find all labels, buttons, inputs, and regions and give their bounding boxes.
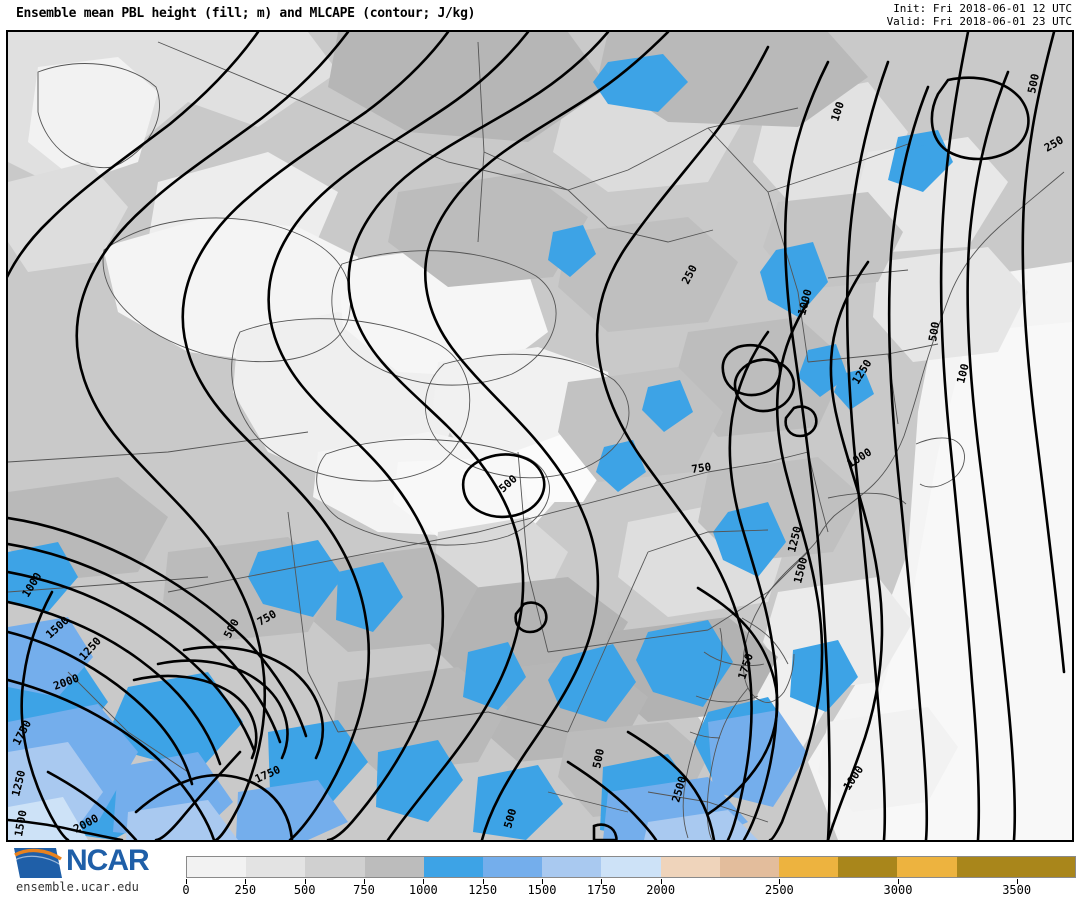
colorbar-segment (305, 857, 365, 877)
contour-lines (8, 32, 1066, 840)
colorbar-tick (1016, 879, 1018, 884)
svg-text:100: 100 (954, 362, 971, 384)
colorbar-tick (364, 879, 365, 884)
colorbar-segment (246, 857, 306, 877)
colorbar-segment (1015, 857, 1076, 877)
geography-outlines (8, 41, 1065, 840)
colorbar-tick (542, 879, 543, 884)
ncar-logo-text: NCAR (66, 844, 150, 877)
page-title: Ensemble mean PBL height (fill; m) and M… (16, 6, 476, 21)
colorbar-tick (186, 879, 187, 884)
colorbar-segment (660, 857, 720, 877)
colorbar-segment (897, 857, 957, 877)
svg-text:500: 500 (590, 747, 607, 769)
colorbar-segment (779, 857, 839, 877)
svg-text:750: 750 (691, 460, 712, 476)
colorbar-segment (838, 857, 898, 877)
ncar-logo-url[interactable]: ensemble.ucar.edu (16, 880, 139, 894)
ncar-logo[interactable]: NCAR ensemble.ucar.edu (6, 844, 181, 896)
colorbar-tick (601, 879, 603, 884)
colorbar-segment (187, 857, 247, 877)
svg-text:100: 100 (828, 100, 847, 123)
colorbar-tick-label: 1500 (527, 883, 557, 897)
colorbar-tick (245, 879, 247, 884)
colorbar-tick (423, 879, 425, 884)
colorbar-tick-label: 3500 (1002, 883, 1032, 897)
colorbar-tick (898, 879, 899, 884)
colorbar-tick (779, 879, 781, 884)
colorbar-segment (423, 857, 484, 877)
colorbar-gradient (186, 856, 1076, 878)
colorbar-tick-label: 250 (234, 883, 257, 897)
colorbar-segment (364, 857, 424, 877)
svg-text:500: 500 (1025, 72, 1042, 94)
colorbar: 0 250 500 750 1000 1250 1500 1750 2000 2500 3000 35… (182, 856, 1076, 898)
svg-text:1500: 1500 (791, 556, 810, 585)
weather-map-plot[interactable]: 500 100 250 250 1000 500 1250 100 750 10… (8, 32, 1072, 840)
ncar-logo-mark (14, 848, 62, 878)
colorbar-segment (601, 857, 661, 877)
colorbar-segment (542, 857, 602, 877)
colorbar-segment (719, 857, 780, 877)
colorbar-ticks: 0 250 500 750 1000 1250 1500 1750 2000 2500 3000 35… (182, 879, 1076, 897)
colorbar-tick-label: 1250 (468, 883, 498, 897)
colorbar-tick-label: 0 (182, 883, 190, 897)
colorbar-tick (304, 879, 306, 884)
map-panel[interactable]: 500 100 250 250 1000 500 1250 100 750 10… (6, 30, 1074, 842)
colorbar-tick-label: 500 (293, 883, 316, 897)
header-bar: Ensemble mean PBL height (fill; m) and M… (0, 0, 1080, 30)
valid-time-label: Valid: Fri 2018-06-01 23 UTC (886, 15, 1072, 28)
forecast-timestamps: Init: Fri 2018-06-01 12 UTC Valid: Fri 2… (887, 2, 1072, 28)
colorbar-segment (956, 857, 1016, 877)
svg-text:500: 500 (926, 321, 942, 343)
colorbar-segment (483, 857, 543, 877)
svg-text:1250: 1250 (785, 525, 804, 554)
svg-text:1250: 1250 (9, 769, 28, 798)
svg-text:1500: 1500 (12, 809, 29, 837)
svg-text:500: 500 (501, 807, 519, 830)
colorbar-tick-label: 2000 (646, 883, 676, 897)
fill-layer (8, 32, 1072, 840)
init-time-label: Init: Fri 2018-06-01 12 UTC (893, 2, 1072, 15)
colorbar-tick-label: 1000 (408, 883, 438, 897)
colorbar-tick-label: 3000 (883, 883, 913, 897)
colorbar-tick (660, 879, 662, 884)
colorbar-tick-label: 750 (353, 883, 375, 897)
colorbar-tick (482, 879, 484, 884)
colorbar-tick-label: 1750 (586, 883, 616, 897)
colorbar-tick-label: 2500 (764, 883, 794, 897)
